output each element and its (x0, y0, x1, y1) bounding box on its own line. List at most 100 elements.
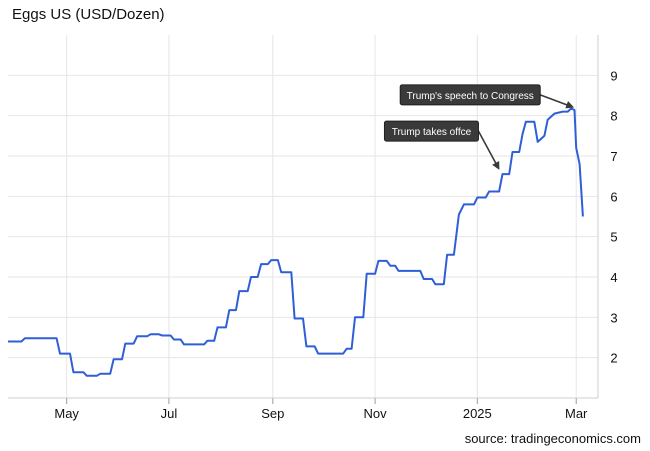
data-point (573, 109, 575, 111)
data-point (374, 273, 376, 275)
y-tick-label: 4 (610, 270, 617, 285)
annotation-arrow (477, 130, 500, 170)
data-point (290, 271, 292, 273)
data-point (317, 352, 319, 354)
data-point (59, 352, 61, 354)
data-point (521, 133, 523, 135)
data-point (443, 283, 445, 285)
data-point (463, 203, 465, 205)
data-point (86, 375, 88, 377)
data-point (394, 265, 396, 267)
data-point (567, 110, 569, 112)
y-tick-label: 5 (610, 230, 617, 245)
data-point (453, 254, 455, 256)
data-point (501, 173, 503, 175)
data-point (582, 215, 584, 217)
data-point (536, 141, 538, 143)
y-tick-label: 2 (610, 351, 617, 366)
data-point (96, 375, 98, 377)
annotation-label: Trump's speech to Congress (407, 91, 534, 102)
data-point (525, 121, 527, 123)
data-point (518, 151, 520, 153)
data-point (124, 342, 126, 344)
data-point (473, 203, 475, 205)
data-point (260, 263, 262, 265)
data-point (158, 333, 160, 335)
data-point (173, 338, 175, 340)
data-point (533, 121, 535, 123)
data-point (69, 352, 71, 354)
data-point (133, 342, 135, 344)
data-point (24, 337, 26, 339)
data-point (238, 290, 240, 292)
data-point (458, 213, 460, 215)
data-point (397, 270, 399, 272)
data-point (419, 270, 421, 272)
data-point (553, 112, 555, 114)
data-point (72, 371, 74, 373)
data-point (109, 373, 111, 375)
data-point (55, 337, 57, 339)
data-point (267, 263, 269, 265)
data-point (547, 119, 549, 121)
data-point (386, 260, 388, 262)
data-point (161, 334, 163, 336)
x-tick-label: Nov (364, 406, 388, 421)
axes (8, 35, 599, 404)
data-point (508, 173, 510, 175)
data-point (434, 283, 436, 285)
data-point (362, 316, 364, 318)
y-tick-label: 9 (610, 68, 617, 83)
data-point (302, 317, 304, 319)
data-point (20, 340, 22, 342)
data-point (354, 316, 356, 318)
x-tick-label: 2025 (463, 406, 492, 421)
data-point (270, 259, 272, 261)
data-point (250, 276, 252, 278)
data-point (446, 254, 448, 256)
x-tick-label: Sep (261, 406, 284, 421)
annotation-label: Trump takes offce (392, 127, 472, 138)
data-point (476, 196, 478, 198)
data-point (293, 317, 295, 319)
data-point (365, 273, 367, 275)
data-point (136, 335, 138, 337)
data-point (213, 340, 215, 342)
data-point (305, 345, 307, 347)
data-point (149, 333, 151, 335)
data-point (342, 352, 344, 354)
chart-title: Eggs US (USD/Dozen) (12, 6, 165, 23)
data-point (350, 348, 352, 350)
data-point (345, 348, 347, 350)
data-point (183, 343, 185, 345)
annotation-box (383, 120, 479, 142)
data-point (179, 338, 181, 340)
data-point (498, 190, 500, 192)
data-point (146, 335, 148, 337)
data-point (511, 151, 513, 153)
data-point (578, 163, 580, 165)
annotation-box (399, 84, 541, 106)
data-point (431, 278, 433, 280)
data-point (203, 343, 205, 345)
data-point (169, 334, 171, 336)
data-point (121, 358, 123, 360)
data-point (99, 373, 101, 375)
x-tick-label: May (54, 406, 79, 421)
data-point (389, 265, 391, 267)
y-tick-label: 8 (610, 109, 617, 124)
data-point (422, 278, 424, 280)
data-point (575, 147, 577, 149)
data-point (82, 371, 84, 373)
annotations: Trump's speech to Congress Trump takes of… (383, 84, 575, 170)
data-point (246, 290, 248, 292)
data-point (543, 135, 545, 137)
series-line (8, 107, 584, 377)
y-tick-label: 7 (610, 149, 617, 164)
data-point (112, 358, 114, 360)
data-point (314, 345, 316, 347)
x-tick-label: Mar (565, 406, 588, 421)
data-point (228, 309, 230, 311)
data-point (377, 260, 379, 262)
x-tick-label: Jul (161, 406, 178, 421)
